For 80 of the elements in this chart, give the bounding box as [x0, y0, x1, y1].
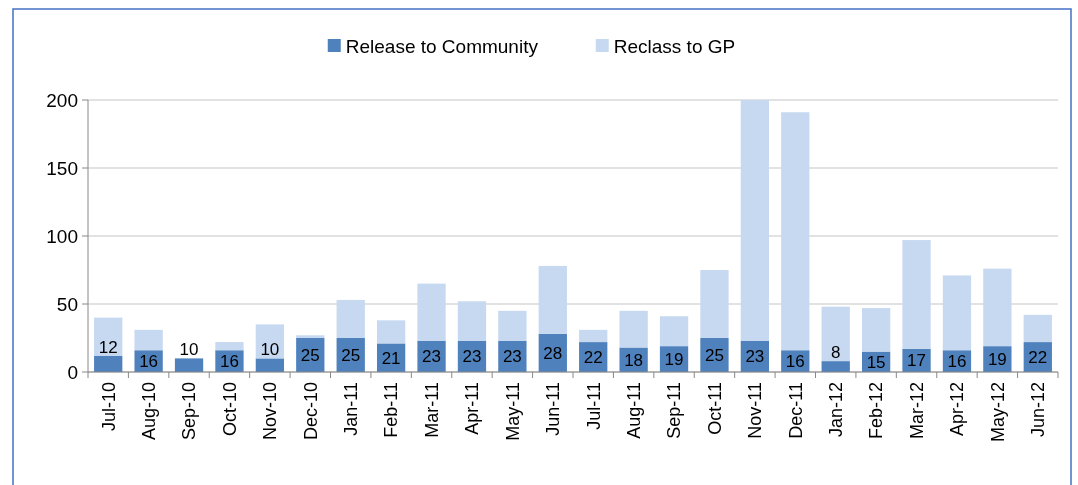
- data-label: 10: [179, 340, 199, 360]
- x-tick-label: Jul-11: [583, 382, 604, 430]
- bar: [336, 299, 365, 338]
- y-tick-label: 200: [46, 89, 78, 111]
- bar: [94, 355, 123, 372]
- x-tick-label: Oct-10: [219, 382, 240, 437]
- bar: [983, 268, 1012, 347]
- bar: [781, 112, 810, 351]
- x-tick-label: Aug-11: [623, 382, 644, 439]
- data-label: 19: [664, 350, 684, 370]
- data-label: 25: [341, 345, 361, 365]
- data-label: 28: [543, 343, 563, 363]
- bar: [740, 100, 770, 341]
- y-tick-label: 150: [46, 157, 78, 179]
- bar: [861, 308, 891, 352]
- x-tick-label: Nov-11: [745, 382, 766, 439]
- x-tick-label: Feb-11: [381, 382, 402, 438]
- data-label: 22: [583, 347, 603, 367]
- x-tick-label: May-12: [987, 382, 1008, 443]
- y-tick-label: 100: [46, 225, 78, 247]
- data-label: 16: [139, 352, 159, 372]
- data-label: 25: [300, 345, 320, 365]
- bar: [376, 320, 406, 344]
- data-label: 12: [98, 337, 118, 357]
- x-tick-label: Apr-11: [462, 382, 483, 435]
- data-label: 18: [624, 350, 644, 370]
- x-tick-label: Mar-12: [906, 382, 927, 440]
- x-tick-label: Dec-10: [300, 382, 321, 441]
- x-tick-label: Oct-11: [704, 382, 725, 435]
- legend-label: Release to Community: [345, 35, 539, 57]
- bar: [902, 240, 931, 349]
- x-tick-label: Aug-10: [138, 382, 159, 441]
- data-label: 17: [907, 351, 926, 371]
- x-tick-label: Dec-11: [785, 382, 806, 439]
- x-tick-label: Jan-12: [826, 382, 847, 438]
- bar: [215, 342, 244, 351]
- bar: [700, 270, 729, 338]
- bar: [255, 358, 285, 372]
- bar: [134, 329, 163, 351]
- x-tick-label: Sep-10: [179, 382, 200, 441]
- data-label: 10: [260, 340, 280, 360]
- data-label: 19: [987, 350, 1007, 370]
- y-tick-label: 50: [56, 293, 78, 315]
- data-label: 8: [830, 343, 841, 363]
- x-tick-label: Jun-12: [1028, 382, 1049, 438]
- bar: [174, 358, 204, 372]
- bar: [821, 361, 850, 372]
- data-label: 16: [220, 352, 239, 372]
- data-label: 15: [866, 352, 886, 372]
- x-tick-label: Apr-12: [947, 382, 968, 437]
- bar: [579, 329, 608, 343]
- bar: [417, 283, 446, 341]
- x-tick-label: Jan-11: [341, 382, 362, 436]
- bar: [619, 310, 648, 348]
- data-label: 16: [785, 352, 805, 372]
- bar: [457, 301, 487, 341]
- x-tick-label: Nov-10: [260, 382, 281, 441]
- y-tick-label: 0: [67, 361, 78, 383]
- data-label: 22: [1028, 347, 1048, 367]
- x-tick-label: Mar-11: [421, 382, 442, 438]
- bar: [659, 316, 689, 347]
- bar: [821, 306, 850, 362]
- bar: [942, 275, 972, 351]
- legend-label: Reclass to GP: [613, 35, 736, 57]
- bar: [1023, 314, 1052, 343]
- data-label: 16: [947, 352, 967, 372]
- x-tick-label: Jul-10: [98, 382, 119, 432]
- data-label: 23: [422, 347, 441, 367]
- data-label: 23: [745, 347, 765, 367]
- bar: [498, 310, 527, 341]
- bar: [538, 265, 567, 334]
- bar: [296, 335, 325, 338]
- data-label: 25: [705, 345, 724, 365]
- data-label: 23: [462, 347, 482, 367]
- x-tick-label: Feb-12: [866, 382, 887, 440]
- data-label: 21: [381, 348, 401, 368]
- x-tick-label: Sep-11: [664, 382, 685, 439]
- data-label: 23: [502, 347, 522, 367]
- x-tick-label: Jun-11: [543, 382, 564, 436]
- x-tick-label: May-11: [502, 382, 523, 441]
